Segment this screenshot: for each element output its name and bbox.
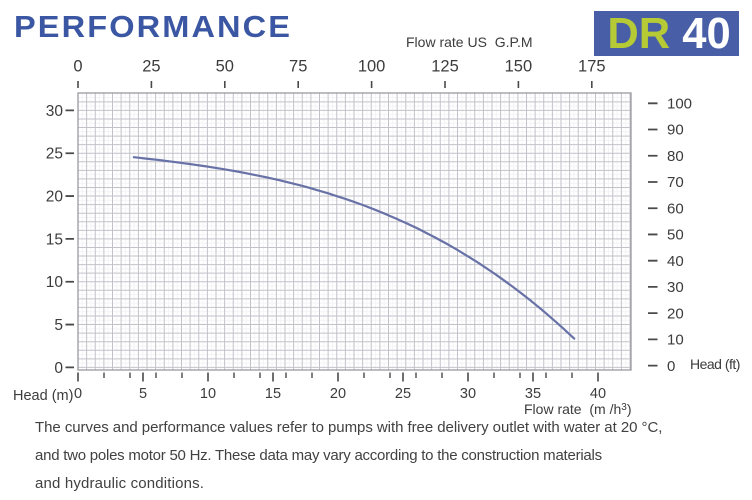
svg-text:25: 25: [142, 58, 160, 76]
svg-text:10: 10: [200, 386, 216, 402]
svg-text:15: 15: [265, 386, 281, 402]
svg-text:75: 75: [289, 58, 307, 76]
svg-text:175: 175: [578, 58, 606, 76]
svg-text:20: 20: [667, 305, 684, 322]
svg-text:70: 70: [667, 174, 684, 191]
svg-text:25: 25: [395, 386, 411, 402]
svg-text:40: 40: [667, 253, 684, 270]
svg-text:60: 60: [667, 200, 684, 217]
svg-text:30: 30: [667, 279, 684, 296]
svg-text:35: 35: [525, 386, 541, 402]
svg-text:20: 20: [46, 188, 64, 205]
svg-text:30: 30: [460, 386, 476, 402]
svg-text:15: 15: [46, 231, 63, 248]
svg-text:10: 10: [667, 332, 684, 349]
svg-text:50: 50: [216, 58, 234, 76]
svg-text:90: 90: [667, 122, 684, 139]
svg-text:5: 5: [54, 317, 63, 334]
svg-text:125: 125: [431, 58, 459, 76]
svg-text:50: 50: [667, 227, 684, 244]
svg-text:80: 80: [667, 148, 684, 165]
svg-text:25: 25: [46, 146, 63, 163]
svg-text:30: 30: [46, 103, 64, 120]
svg-text:0: 0: [73, 58, 82, 76]
svg-text:100: 100: [358, 58, 386, 76]
svg-text:0: 0: [667, 358, 675, 375]
svg-text:5: 5: [139, 386, 147, 402]
svg-text:40: 40: [590, 386, 606, 402]
svg-text:100: 100: [667, 96, 692, 113]
svg-text:10: 10: [46, 274, 64, 291]
svg-text:0: 0: [54, 360, 63, 377]
svg-text:150: 150: [505, 58, 533, 76]
svg-text:0: 0: [74, 386, 82, 402]
svg-text:20: 20: [330, 386, 346, 402]
